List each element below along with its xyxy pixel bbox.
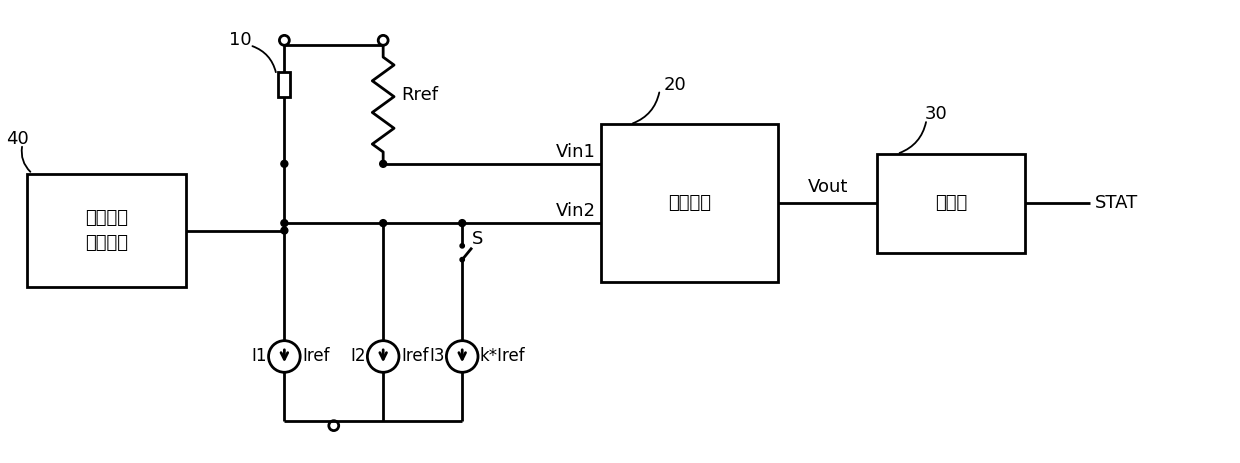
Text: 比较电路: 比较电路 — [668, 194, 711, 213]
Text: I1: I1 — [250, 348, 267, 365]
Text: 40: 40 — [6, 130, 29, 148]
Text: Iref: Iref — [303, 348, 330, 365]
Text: S: S — [472, 230, 484, 248]
Text: Vin1: Vin1 — [556, 143, 595, 161]
Text: I3: I3 — [429, 348, 444, 365]
Circle shape — [281, 160, 288, 167]
Text: Iref: Iref — [401, 348, 429, 365]
Text: 30: 30 — [925, 106, 947, 124]
Bar — [279, 72, 290, 97]
Text: Rref: Rref — [401, 86, 438, 104]
Circle shape — [459, 219, 466, 226]
Circle shape — [379, 219, 387, 226]
Text: 测试模式
控制电路: 测试模式 控制电路 — [86, 209, 128, 252]
Text: STAT: STAT — [1095, 194, 1138, 213]
Bar — [877, 154, 1025, 253]
Text: k*Iref: k*Iref — [480, 348, 526, 365]
Text: I2: I2 — [350, 348, 366, 365]
Circle shape — [281, 227, 288, 234]
Bar — [600, 124, 779, 282]
Circle shape — [460, 257, 465, 262]
Circle shape — [281, 219, 288, 226]
Text: Vout: Vout — [807, 178, 848, 196]
Bar — [27, 174, 186, 288]
Text: Vin2: Vin2 — [556, 202, 595, 220]
Text: 10: 10 — [228, 31, 252, 50]
Circle shape — [379, 160, 387, 167]
Text: 20: 20 — [663, 76, 686, 94]
Text: 锁存器: 锁存器 — [935, 194, 967, 213]
Circle shape — [460, 244, 465, 248]
